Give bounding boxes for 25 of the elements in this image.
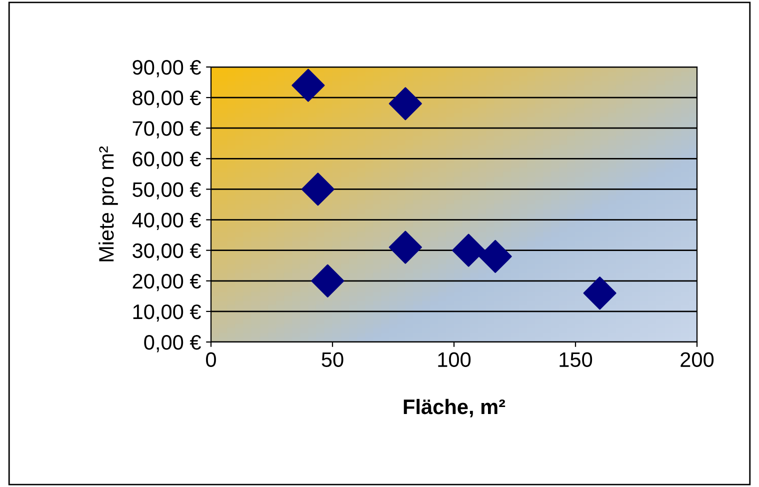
y-tick-label: 60,00 € bbox=[132, 152, 201, 169]
y-tick-label: 20,00 € bbox=[132, 274, 201, 292]
point bbox=[292, 68, 325, 102]
y-tick-label: 90,00 € bbox=[132, 60, 201, 78]
y-tick-label: 80,00 € bbox=[132, 90, 201, 108]
y-axis-title: Miete pro m² bbox=[98, 146, 118, 262]
point bbox=[388, 87, 422, 120]
x-tick-label: 150 bbox=[560, 352, 592, 368]
y-tick-label: 50,00 € bbox=[132, 182, 201, 200]
point bbox=[311, 264, 344, 298]
y-tick-label: 30,00 € bbox=[132, 243, 201, 261]
point bbox=[301, 172, 334, 206]
x-axis-title: Fläche, m² bbox=[404, 398, 506, 418]
y-tick-label: 70,00 € bbox=[132, 121, 201, 138]
point bbox=[388, 230, 422, 264]
point bbox=[478, 240, 512, 273]
x-tick-label: 200 bbox=[680, 352, 714, 368]
point bbox=[452, 234, 486, 267]
x-tick-label: 50 bbox=[322, 352, 344, 368]
x-tick-label: 0 bbox=[206, 352, 216, 368]
point bbox=[583, 276, 616, 310]
y-tick-label: 10,00 € bbox=[133, 304, 201, 322]
x-tick-label: 100 bbox=[438, 352, 471, 368]
y-tick-label: 40,00 € bbox=[132, 212, 201, 230]
y-tick-label: 0,00 € bbox=[144, 335, 201, 352]
